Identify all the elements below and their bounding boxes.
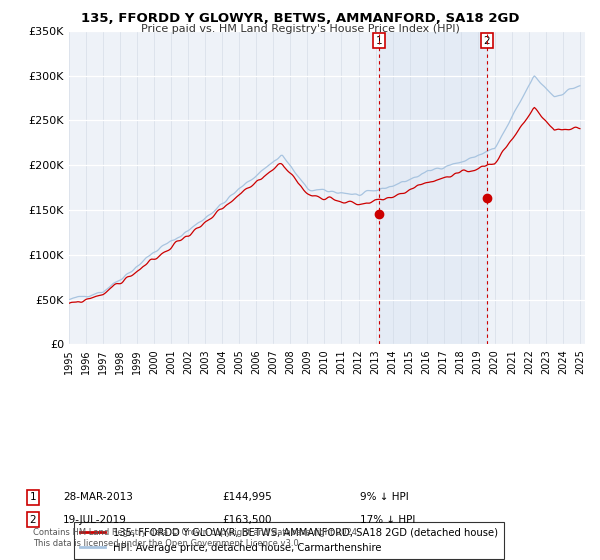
Text: 1: 1 — [29, 492, 37, 502]
Text: 9% ↓ HPI: 9% ↓ HPI — [360, 492, 409, 502]
Text: 1: 1 — [376, 35, 383, 45]
Text: 28-MAR-2013: 28-MAR-2013 — [63, 492, 133, 502]
Text: £144,995: £144,995 — [222, 492, 272, 502]
Text: Contains HM Land Registry data © Crown copyright and database right 2024.
This d: Contains HM Land Registry data © Crown c… — [33, 528, 359, 548]
Text: 17% ↓ HPI: 17% ↓ HPI — [360, 515, 415, 525]
Text: 135, FFORDD Y GLOWYR, BETWS, AMMANFORD, SA18 2GD: 135, FFORDD Y GLOWYR, BETWS, AMMANFORD, … — [81, 12, 519, 25]
Text: 2: 2 — [29, 515, 37, 525]
Text: 2: 2 — [484, 35, 490, 45]
Legend: 135, FFORDD Y GLOWYR, BETWS, AMMANFORD, SA18 2GD (detached house), HPI: Average : 135, FFORDD Y GLOWYR, BETWS, AMMANFORD, … — [74, 522, 504, 559]
Text: Price paid vs. HM Land Registry's House Price Index (HPI): Price paid vs. HM Land Registry's House … — [140, 24, 460, 34]
Text: 19-JUL-2019: 19-JUL-2019 — [63, 515, 127, 525]
Bar — [379, 31, 487, 344]
Text: £163,500: £163,500 — [222, 515, 271, 525]
